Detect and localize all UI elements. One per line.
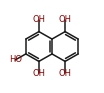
Text: OH: OH xyxy=(32,69,45,78)
Text: HO: HO xyxy=(9,56,22,64)
Text: OH: OH xyxy=(32,15,45,24)
Text: OH: OH xyxy=(59,15,72,24)
Text: OH: OH xyxy=(59,69,72,78)
